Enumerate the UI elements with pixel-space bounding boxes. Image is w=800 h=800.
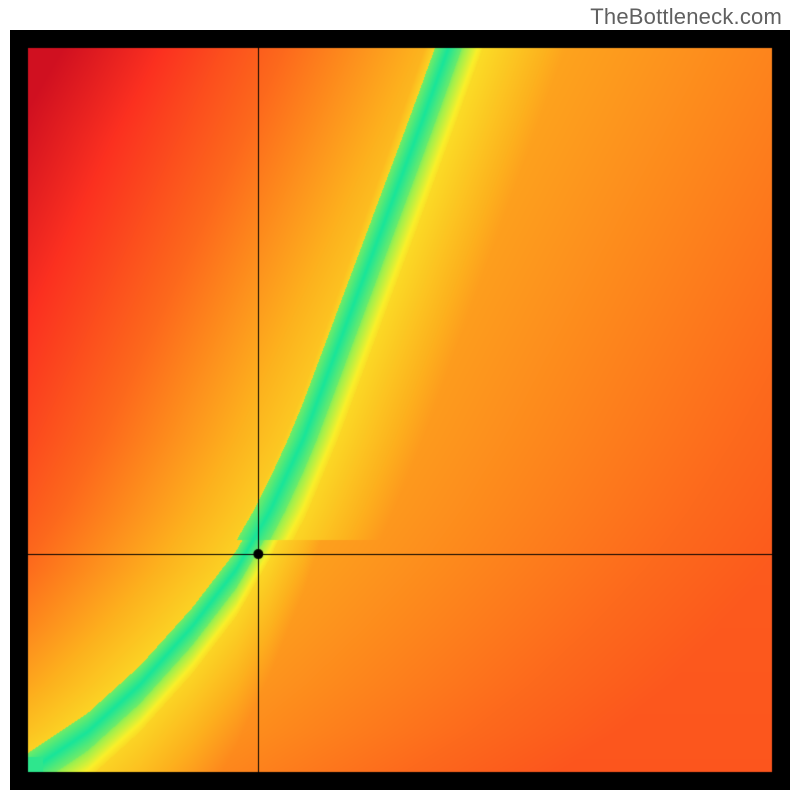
bottleneck-heatmap-canvas: [10, 30, 790, 790]
watermark-text: TheBottleneck.com: [590, 4, 782, 30]
heatmap-container: [10, 30, 790, 790]
